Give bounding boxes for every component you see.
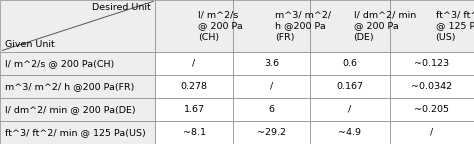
Text: ~0.205: ~0.205 [414,105,449,114]
Text: ~0.0342: ~0.0342 [411,82,452,91]
Bar [390,52,474,75]
Text: 6: 6 [268,105,274,114]
Bar [233,75,310,98]
Bar [310,121,390,144]
Bar [310,98,390,121]
Bar [390,121,474,144]
Bar [233,98,310,121]
Text: ft^3/ ft^2/ min
@ 125 Pa
(US): ft^3/ ft^2/ min @ 125 Pa (US) [436,10,474,41]
Bar [0,75,155,98]
Text: 0.278: 0.278 [181,82,208,91]
Text: ~0.123: ~0.123 [414,59,449,68]
Text: ~29.2: ~29.2 [257,128,286,137]
Text: /: / [430,128,433,137]
Text: /: / [270,82,273,91]
Bar [310,52,390,75]
Bar [0,98,155,121]
Text: /: / [348,105,351,114]
Bar [390,98,474,121]
Text: m^3/ m^2/
h @200 Pa
(FR): m^3/ m^2/ h @200 Pa (FR) [275,10,331,41]
Bar [0,0,155,52]
Bar [390,0,474,52]
Text: Given Unit: Given Unit [5,40,55,49]
Text: Desired Unit: Desired Unit [92,3,151,12]
Bar [310,75,390,98]
Text: 3.6: 3.6 [264,59,279,68]
Text: ft^3/ ft^2/ min @ 125 Pa(US): ft^3/ ft^2/ min @ 125 Pa(US) [5,128,146,137]
Bar [155,121,233,144]
Bar [233,52,310,75]
Bar [155,98,233,121]
Bar [233,0,310,52]
Bar [155,0,233,52]
Text: l/ m^2/s
@ 200 Pa
(CH): l/ m^2/s @ 200 Pa (CH) [198,10,243,41]
Text: l/ m^2/s @ 200 Pa(CH): l/ m^2/s @ 200 Pa(CH) [5,59,114,68]
Text: m^3/ m^2/ h @200 Pa(FR): m^3/ m^2/ h @200 Pa(FR) [5,82,134,91]
Text: 0.167: 0.167 [337,82,363,91]
Text: l/ dm^2/ min
@ 200 Pa
(DE): l/ dm^2/ min @ 200 Pa (DE) [354,10,416,41]
Bar [310,0,390,52]
Text: /: / [192,59,196,68]
Text: ~8.1: ~8.1 [182,128,206,137]
Text: l/ dm^2/ min @ 200 Pa(DE): l/ dm^2/ min @ 200 Pa(DE) [5,105,136,114]
Bar [0,121,155,144]
Bar [0,52,155,75]
Bar [155,52,233,75]
Bar [155,75,233,98]
Text: ~4.9: ~4.9 [338,128,361,137]
Bar [233,121,310,144]
Text: 1.67: 1.67 [183,105,205,114]
Bar [390,75,474,98]
Text: 0.6: 0.6 [342,59,357,68]
